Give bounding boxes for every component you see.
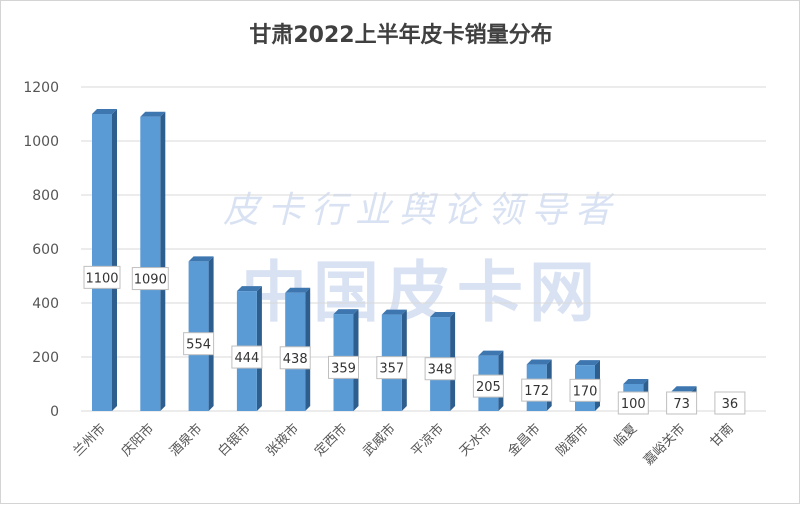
x-tick-label: 临夏 (611, 421, 640, 450)
bar-top (381, 309, 407, 315)
x-tick-label: 金昌市 (505, 421, 544, 460)
x-tick-label: 甘南 (707, 421, 737, 451)
data-label-box (569, 378, 601, 402)
x-tick-label: 天水市 (456, 421, 495, 460)
data-label: 73 (673, 397, 690, 412)
data-label-box (714, 391, 746, 415)
bar-top (236, 286, 262, 292)
data-label: 36 (722, 397, 739, 412)
data-label-box (183, 332, 215, 356)
x-tick-label: 平凉市 (408, 421, 447, 460)
y-tick-label: 800 (32, 188, 59, 204)
data-label-box (231, 345, 263, 369)
bar-top (430, 312, 456, 318)
x-tick-label: 嘉峪关市 (640, 421, 688, 469)
data-label-box (666, 391, 698, 415)
y-tick-label: 400 (32, 296, 59, 312)
y-tick-label: 1200 (23, 80, 59, 96)
data-label-box (617, 391, 649, 415)
x-tick-label: 武威市 (360, 421, 399, 460)
y-tick-label: 600 (32, 242, 59, 258)
y-tick-label: 1000 (23, 134, 59, 150)
y-tick-label: 0 (50, 404, 59, 420)
bar-top (333, 309, 359, 315)
data-label: 172 (524, 384, 549, 399)
x-tick-label: 张掖市 (263, 421, 302, 460)
data-label-box (472, 374, 504, 398)
bar-top (526, 359, 552, 365)
data-label-box (424, 357, 456, 381)
bar-side (112, 109, 117, 411)
data-label: 554 (186, 338, 211, 353)
data-label-box (376, 356, 408, 380)
data-label: 100 (621, 397, 646, 412)
data-label: 1100 (85, 271, 118, 286)
data-label-box (83, 265, 121, 289)
data-label: 170 (573, 384, 598, 399)
bar-top (671, 386, 697, 392)
bar (140, 116, 161, 411)
bar-top (140, 111, 166, 117)
data-label-box (521, 378, 553, 402)
bar-top (575, 360, 600, 366)
bar-top (92, 109, 117, 114)
data-label: 1090 (134, 273, 167, 288)
chart-title: 甘肃2022上半年皮卡销量分布 (249, 23, 553, 48)
data-label: 359 (331, 361, 356, 376)
data-label-box (328, 355, 359, 379)
bar (92, 114, 112, 411)
x-tick-label: 白银市 (215, 421, 254, 460)
data-label: 444 (234, 351, 259, 366)
data-label: 438 (283, 352, 308, 367)
bar-top (478, 350, 504, 356)
bar-top (623, 379, 649, 384)
x-tick-label: 庆阳市 (118, 421, 157, 460)
x-tick-label: 定西市 (311, 421, 350, 460)
x-tick-label: 兰州市 (70, 421, 109, 460)
bar-top (285, 287, 311, 293)
x-tick-label: 陇南市 (553, 421, 592, 460)
data-label: 357 (379, 362, 404, 377)
bar-side (160, 111, 166, 411)
x-tick-label: 酒泉市 (167, 421, 206, 460)
bar-top (188, 256, 214, 262)
data-label-box (279, 346, 311, 370)
data-label: 205 (476, 380, 501, 395)
data-label-box (131, 267, 169, 291)
y-tick-label: 200 (32, 350, 59, 366)
data-label: 348 (428, 363, 453, 378)
